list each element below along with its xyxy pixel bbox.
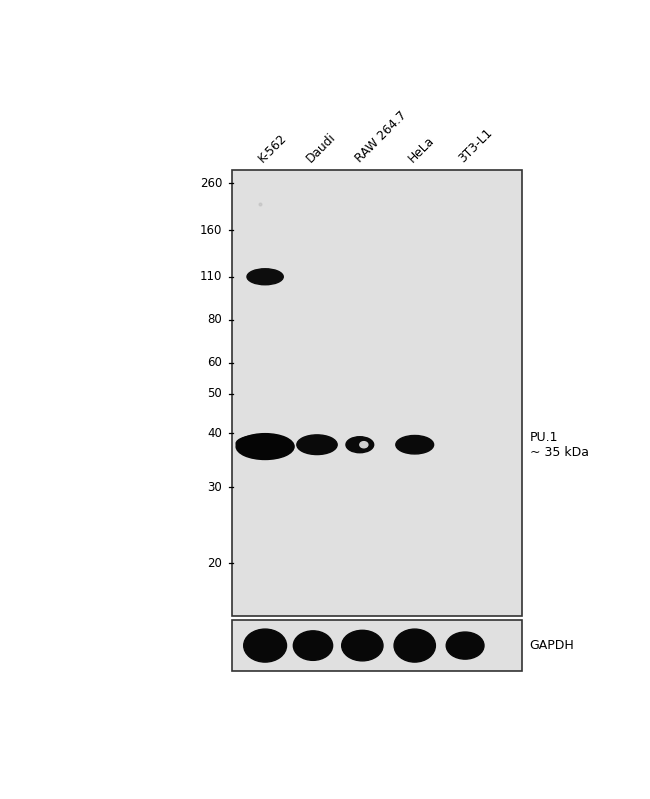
Ellipse shape [394,629,436,662]
Text: 50: 50 [207,388,222,400]
Ellipse shape [247,268,283,284]
Text: 3T3-L1: 3T3-L1 [456,125,495,165]
Text: 20: 20 [207,557,222,570]
Text: RAW 264.7: RAW 264.7 [353,109,410,165]
Ellipse shape [244,629,287,662]
Text: GAPDH: GAPDH [530,638,575,652]
Text: 30: 30 [207,481,222,494]
Ellipse shape [293,631,333,660]
Text: 40: 40 [207,427,222,439]
Ellipse shape [346,437,374,453]
Text: 260: 260 [200,177,222,189]
Bar [233,169,522,616]
Ellipse shape [297,435,337,455]
Ellipse shape [446,632,484,659]
Text: K-562: K-562 [256,131,290,165]
Text: HeLa: HeLa [406,133,437,165]
Text: ~ 35 kDa: ~ 35 kDa [530,446,589,459]
Text: 60: 60 [207,356,222,369]
Text: 80: 80 [207,313,222,326]
Text: PU.1: PU.1 [530,431,558,443]
Ellipse shape [360,442,368,447]
Ellipse shape [396,435,434,454]
Ellipse shape [236,434,294,459]
Text: 110: 110 [200,270,222,284]
Text: Daudi: Daudi [304,130,339,165]
Text: 160: 160 [200,224,222,237]
Ellipse shape [342,630,383,661]
Bar [233,620,522,671]
Ellipse shape [236,435,289,452]
